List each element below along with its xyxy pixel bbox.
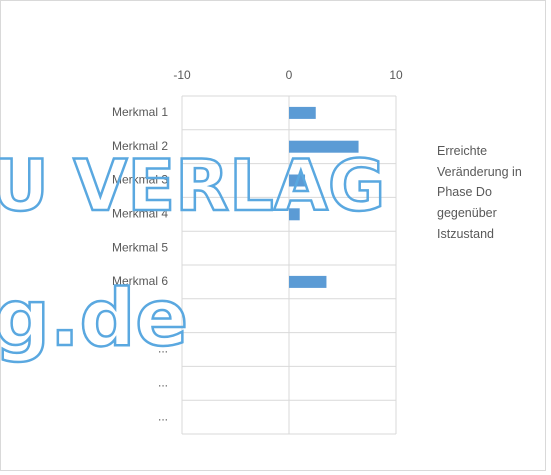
y-tick-label: ... <box>158 409 168 423</box>
watermark: g.de <box>0 274 188 364</box>
x-tick-label: 10 <box>389 68 403 82</box>
y-tick-label: ... <box>158 308 168 322</box>
y-tick-label: Merkmal 2 <box>112 139 168 153</box>
y-tick-label: Merkmal 3 <box>112 173 168 187</box>
bar <box>289 275 327 288</box>
bar <box>289 174 306 187</box>
y-tick-label: Merkmal 4 <box>112 206 168 220</box>
y-tick-label: Merkmal 5 <box>112 240 168 254</box>
y-tick-label: ... <box>158 375 168 389</box>
y-tick-label: Merkmal 6 <box>112 274 168 288</box>
x-tick-label: 0 <box>286 68 293 82</box>
watermark: U VERLAG <box>0 145 385 227</box>
bar <box>289 140 359 153</box>
legend-entry: Erreichte Veränderung in Phase Do gegenü… <box>437 144 522 241</box>
bar <box>289 208 300 221</box>
y-tick-label: ... <box>158 342 168 356</box>
x-tick-label: -10 <box>173 68 191 82</box>
y-tick-label: Merkmal 1 <box>112 105 168 119</box>
bar <box>289 106 316 119</box>
